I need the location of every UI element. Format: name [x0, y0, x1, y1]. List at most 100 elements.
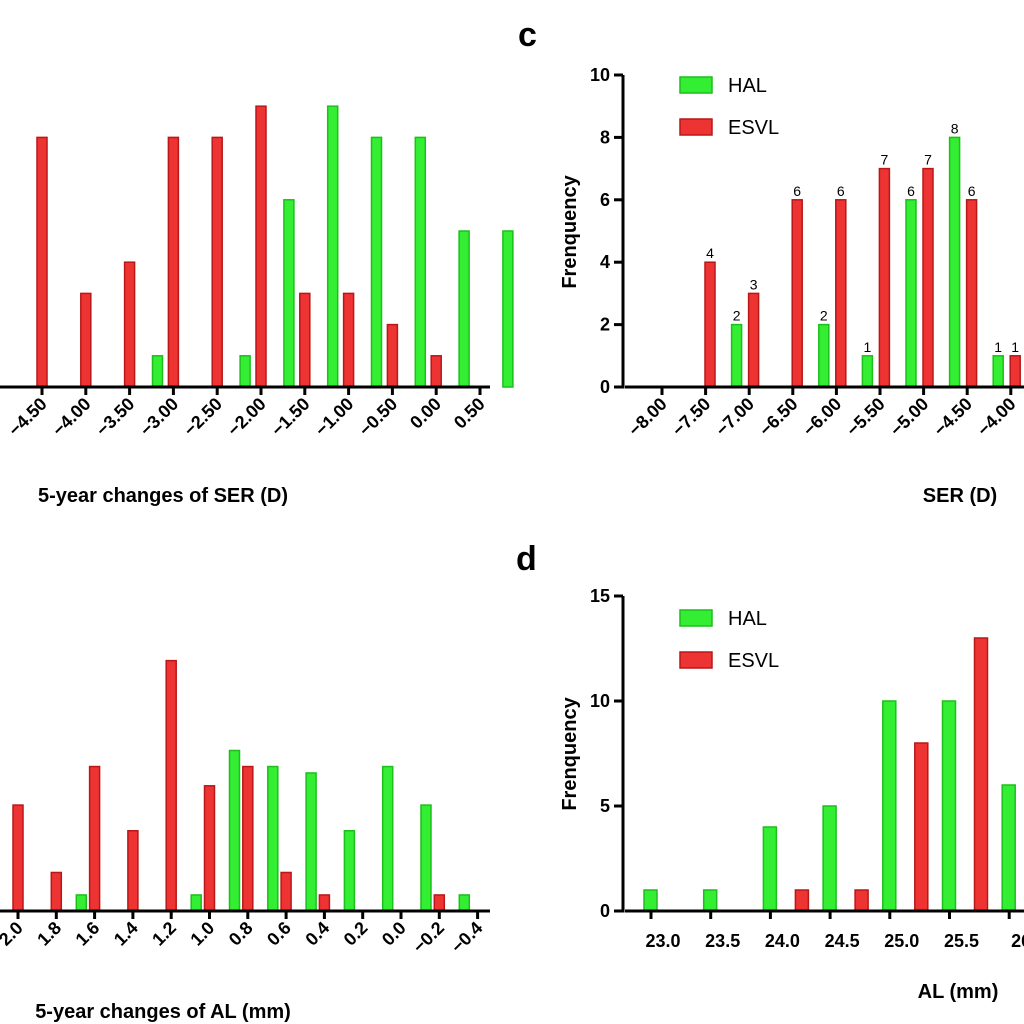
x-tick-label: 23.0	[645, 931, 680, 951]
y-tick-label: 0	[600, 377, 610, 397]
y-tick-label: 5	[600, 796, 610, 816]
x-tick-label: 26	[1011, 931, 1024, 951]
legend-swatch-esvl	[679, 118, 713, 136]
bar-esvl-0.4	[318, 894, 331, 912]
bar-esvl--5.50	[878, 167, 891, 388]
x-tick-label: −3.50	[92, 394, 138, 440]
legend-swatch-hal	[679, 76, 713, 94]
data-label-esvl: 3	[750, 276, 758, 292]
x-tick-label: 0.2	[340, 918, 372, 950]
x-tick-label: −4.50	[4, 394, 50, 440]
bar-esvl-1.0	[203, 785, 216, 912]
bar-esvl--3.50	[123, 261, 136, 388]
bar-esvl--0.50	[386, 323, 399, 388]
bar-hal--4.50	[948, 136, 961, 388]
data-label-hal: 1	[864, 339, 872, 355]
data-label-esvl: 1	[1011, 339, 1019, 355]
bar-hal-23.0	[643, 889, 658, 912]
x-tick-label: −3.00	[136, 394, 182, 440]
bar-esvl-1.8	[50, 871, 63, 912]
x-tick-label: −5.00	[886, 394, 932, 440]
bar-esvl-24.5	[854, 889, 869, 912]
x-tick-label: 24.0	[765, 931, 800, 951]
legend-label-hal: HAL	[728, 608, 767, 630]
bar-esvl-1.4	[127, 830, 139, 912]
data-label-esvl: 6	[837, 183, 845, 199]
bar-hal-0.00	[458, 230, 470, 388]
legend: HAL ESVL	[679, 608, 779, 672]
bar-esvl-0.6	[280, 871, 292, 912]
x-tick-label: −0.4	[447, 918, 486, 957]
y-tick-label: 2	[600, 315, 610, 335]
x-axis-title-panel-b: 5-year changes of SER (D)	[38, 485, 288, 507]
x-tick-label: 0.50	[450, 394, 489, 433]
bar-hal-26.0	[1001, 784, 1016, 912]
x-tick-label: −2.50	[180, 394, 226, 440]
bar-hal-25.0	[882, 700, 897, 912]
bar-esvl--6.50	[791, 199, 803, 388]
data-label-esvl: 7	[924, 152, 932, 168]
bar-hal-24.0	[762, 826, 778, 912]
data-label-esvl: 7	[881, 152, 889, 168]
bar-esvl--2.50	[211, 136, 223, 388]
legend-label-esvl: ESVL	[728, 117, 779, 139]
bar-hal-0.8	[267, 765, 279, 912]
bar-hal--1.00	[370, 136, 383, 388]
data-label-hal: 2	[820, 308, 828, 324]
data-label-esvl: 6	[793, 183, 801, 199]
x-tick-label: 1.4	[110, 918, 142, 950]
bar-esvl--4.00	[1009, 355, 1021, 388]
x-tick-label: −5.50	[842, 394, 888, 440]
bar-esvl--1.00	[342, 292, 355, 388]
bar-hal--5.50	[861, 355, 874, 388]
x-tick-label: −1.50	[267, 394, 313, 440]
x-tick-label: 1.0	[186, 918, 218, 950]
bar-esvl--7.50	[704, 261, 716, 388]
x-axis-title-panel-a-bottom: 5-year changes of AL (mm)	[35, 1001, 291, 1023]
x-tick-label: −7.50	[668, 394, 714, 440]
panel-0: −4.50−4.00−3.50−3.00−2.50−2.00−1.50−1.00…	[0, 105, 514, 440]
bar-hal-0.6	[305, 772, 317, 912]
bar-esvl-0.00	[430, 355, 442, 388]
data-label-hal: 6	[907, 183, 915, 199]
bar-hal-0.2	[381, 765, 394, 912]
x-tick-label: −4.00	[973, 394, 1019, 440]
bar-hal-0.0	[420, 804, 432, 912]
x-axis-title-panel-c: SER (D)	[923, 485, 997, 507]
bar-esvl-1.6	[88, 765, 101, 912]
bar-esvl-24.0	[794, 889, 810, 912]
bar-esvl--4.50	[965, 199, 978, 388]
x-tick-label: 1.8	[33, 918, 65, 950]
y-tick-label: 15	[590, 586, 610, 606]
bar-hal-24.5	[822, 805, 837, 912]
panel-1: −8.004−7.5023−7.006−6.5026−6.0017−5.5067…	[590, 65, 1024, 440]
bar-hal--2.50	[239, 355, 251, 388]
y-tick-label: 8	[600, 127, 610, 147]
panel-3: 23.0 23.5 24.0 24.5 25.0 25.5 26 0 5 10 15 HAL ESVL	[590, 586, 1024, 951]
legend-label-esvl: ESVL	[728, 650, 779, 672]
x-tick-label: −0.2	[409, 918, 448, 957]
bar-hal--0.50	[414, 136, 427, 388]
bar-esvl--4.00	[80, 292, 92, 388]
bar-hal--3.50	[151, 355, 164, 388]
x-tick-label: 0.6	[263, 918, 295, 950]
x-tick-label: 23.5	[705, 931, 740, 951]
x-tick-label: 25.5	[944, 931, 979, 951]
bar-esvl--7.00	[747, 292, 760, 388]
x-tick-label: 0.8	[225, 918, 257, 950]
y-tick-label: 10	[590, 65, 610, 85]
data-label-esvl: 4	[706, 245, 714, 261]
x-tick-label: −4.50	[930, 394, 976, 440]
data-label-hal: 8	[951, 120, 959, 136]
x-tick-label: −1.00	[311, 394, 357, 440]
bar-hal-1.0	[228, 749, 241, 912]
y-tick-label: 4	[600, 252, 610, 272]
y-tick-label: 0	[600, 901, 610, 921]
x-tick-label: 1.2	[148, 918, 180, 950]
bar-esvl-1.2	[165, 659, 177, 912]
y-tick-label: 6	[600, 190, 610, 210]
bar-hal--0.2	[458, 894, 471, 912]
x-tick-label: 0.4	[301, 918, 333, 950]
bar-hal-23.5	[702, 889, 718, 912]
